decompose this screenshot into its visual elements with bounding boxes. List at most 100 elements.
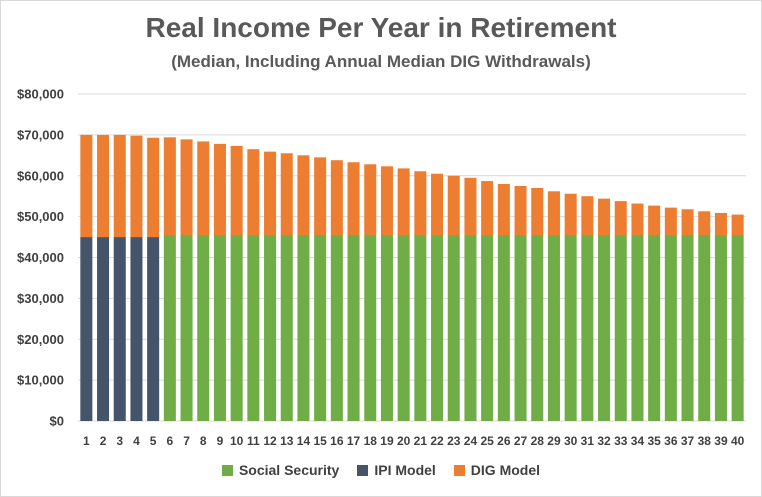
bar-social-security — [581, 235, 594, 421]
legend-item: IPI Model — [357, 462, 436, 478]
y-tick-label: $0 — [50, 414, 64, 429]
bar-dig-model — [714, 212, 727, 236]
bar-social-security — [347, 235, 360, 421]
gridlines — [78, 93, 746, 422]
bar-dig-model — [514, 185, 527, 236]
x-tick-label: 7 — [183, 434, 190, 448]
x-tick-label: 33 — [614, 434, 628, 448]
legend-label: Social Security — [238, 462, 340, 478]
bar-social-security — [447, 235, 460, 421]
bar-dig-model — [447, 175, 460, 236]
x-tick-label: 16 — [330, 434, 344, 448]
x-tick-label: 15 — [313, 434, 327, 448]
bar-dig-model — [230, 145, 243, 236]
x-tick-label: 8 — [200, 434, 207, 448]
bar-social-security — [664, 235, 677, 421]
legend-item: DIG Model — [453, 462, 541, 478]
x-tick-label: 36 — [664, 434, 678, 448]
bar-ipi-model — [113, 237, 126, 421]
bar-dig-model — [297, 155, 310, 236]
bar-dig-model — [531, 188, 544, 236]
bar-dig-model — [581, 196, 594, 236]
y-tick-label: $70,000 — [17, 127, 64, 142]
bar-dig-model — [97, 134, 110, 238]
x-tick-label: 6 — [167, 434, 174, 448]
bar-social-security — [698, 235, 711, 421]
bars — [80, 134, 744, 421]
bar-social-security — [681, 235, 694, 421]
bar-dig-model — [681, 209, 694, 236]
x-tick-label: 37 — [681, 434, 695, 448]
bar-social-security — [598, 235, 611, 421]
x-tick-label: 1 — [83, 434, 90, 448]
x-tick-label: 14 — [297, 434, 311, 448]
bar-social-security — [197, 235, 210, 421]
legend-swatch — [221, 464, 233, 476]
bar-ipi-model — [97, 237, 110, 421]
y-axis-ticks: $0 $10,000 $20,000 $30,000 $40,000 $50,000 $60… — [17, 87, 64, 429]
bar-social-security — [497, 235, 510, 421]
bar-social-security — [264, 235, 277, 421]
x-tick-label: 22 — [430, 434, 444, 448]
bar-ipi-model — [80, 237, 93, 421]
x-tick-label: 23 — [447, 434, 461, 448]
bar-social-security — [614, 235, 627, 421]
x-tick-label: 32 — [597, 434, 611, 448]
y-tick-label: $60,000 — [17, 168, 64, 183]
x-tick-label: 26 — [497, 434, 511, 448]
x-axis-ticks: 1 2 3 4 5 6 7 8 9 10 11 12 13 14 15 16 17 18 19 20 21 22 23 24 2… — [83, 434, 745, 448]
legend-swatch — [357, 464, 369, 476]
legend-item: Social Security — [221, 462, 340, 478]
bar-social-security — [297, 235, 310, 421]
bar-social-security — [163, 235, 176, 421]
bar-dig-model — [347, 162, 360, 236]
bar-dig-model — [247, 149, 260, 236]
bar-dig-model — [280, 153, 293, 236]
x-tick-label: 31 — [581, 434, 595, 448]
legend: Social Security IPI Model DIG Model — [0, 462, 762, 478]
bar-social-security — [314, 235, 327, 421]
x-tick-label: 38 — [698, 434, 712, 448]
bar-dig-model — [481, 181, 494, 236]
bar-social-security — [431, 235, 444, 421]
bar-dig-model — [314, 157, 327, 236]
chart-subtitle: (Median, Including Annual Median DIG Wit… — [171, 52, 591, 71]
bar-social-security — [230, 235, 243, 421]
x-tick-label: 34 — [631, 434, 645, 448]
bar-social-security — [547, 235, 560, 421]
bar-dig-model — [330, 160, 343, 236]
bar-dig-model — [547, 191, 560, 236]
x-tick-label: 17 — [347, 434, 361, 448]
bar-dig-model — [731, 214, 744, 236]
bar-dig-model — [464, 177, 477, 236]
bar-dig-model — [130, 135, 143, 238]
x-tick-label: 2 — [100, 434, 107, 448]
x-tick-label: 4 — [133, 434, 140, 448]
bar-ipi-model — [130, 237, 143, 421]
bar-dig-model — [564, 193, 577, 236]
bar-social-security — [631, 235, 644, 421]
y-tick-label: $50,000 — [17, 209, 64, 224]
x-tick-label: 25 — [480, 434, 494, 448]
x-tick-label: 24 — [464, 434, 478, 448]
bar-dig-model — [380, 166, 393, 236]
bar-social-security — [280, 235, 293, 421]
bar-dig-model — [163, 137, 176, 236]
legend-label: DIG Model — [470, 462, 541, 478]
bar-dig-model — [397, 168, 410, 236]
x-tick-label: 19 — [380, 434, 394, 448]
bar-dig-model — [147, 137, 160, 238]
bar-social-security — [564, 235, 577, 421]
x-tick-label: 20 — [397, 434, 411, 448]
bar-dig-model — [113, 134, 126, 238]
bar-social-security — [531, 235, 544, 421]
bar-dig-model — [631, 203, 644, 236]
bar-social-security — [514, 235, 527, 421]
y-tick-label: $80,000 — [17, 87, 64, 102]
x-tick-label: 29 — [547, 434, 561, 448]
bar-social-security — [397, 235, 410, 421]
bar-dig-model — [698, 211, 711, 236]
bar-dig-model — [598, 198, 611, 236]
bar-dig-model — [264, 151, 277, 236]
x-tick-label: 39 — [714, 434, 728, 448]
